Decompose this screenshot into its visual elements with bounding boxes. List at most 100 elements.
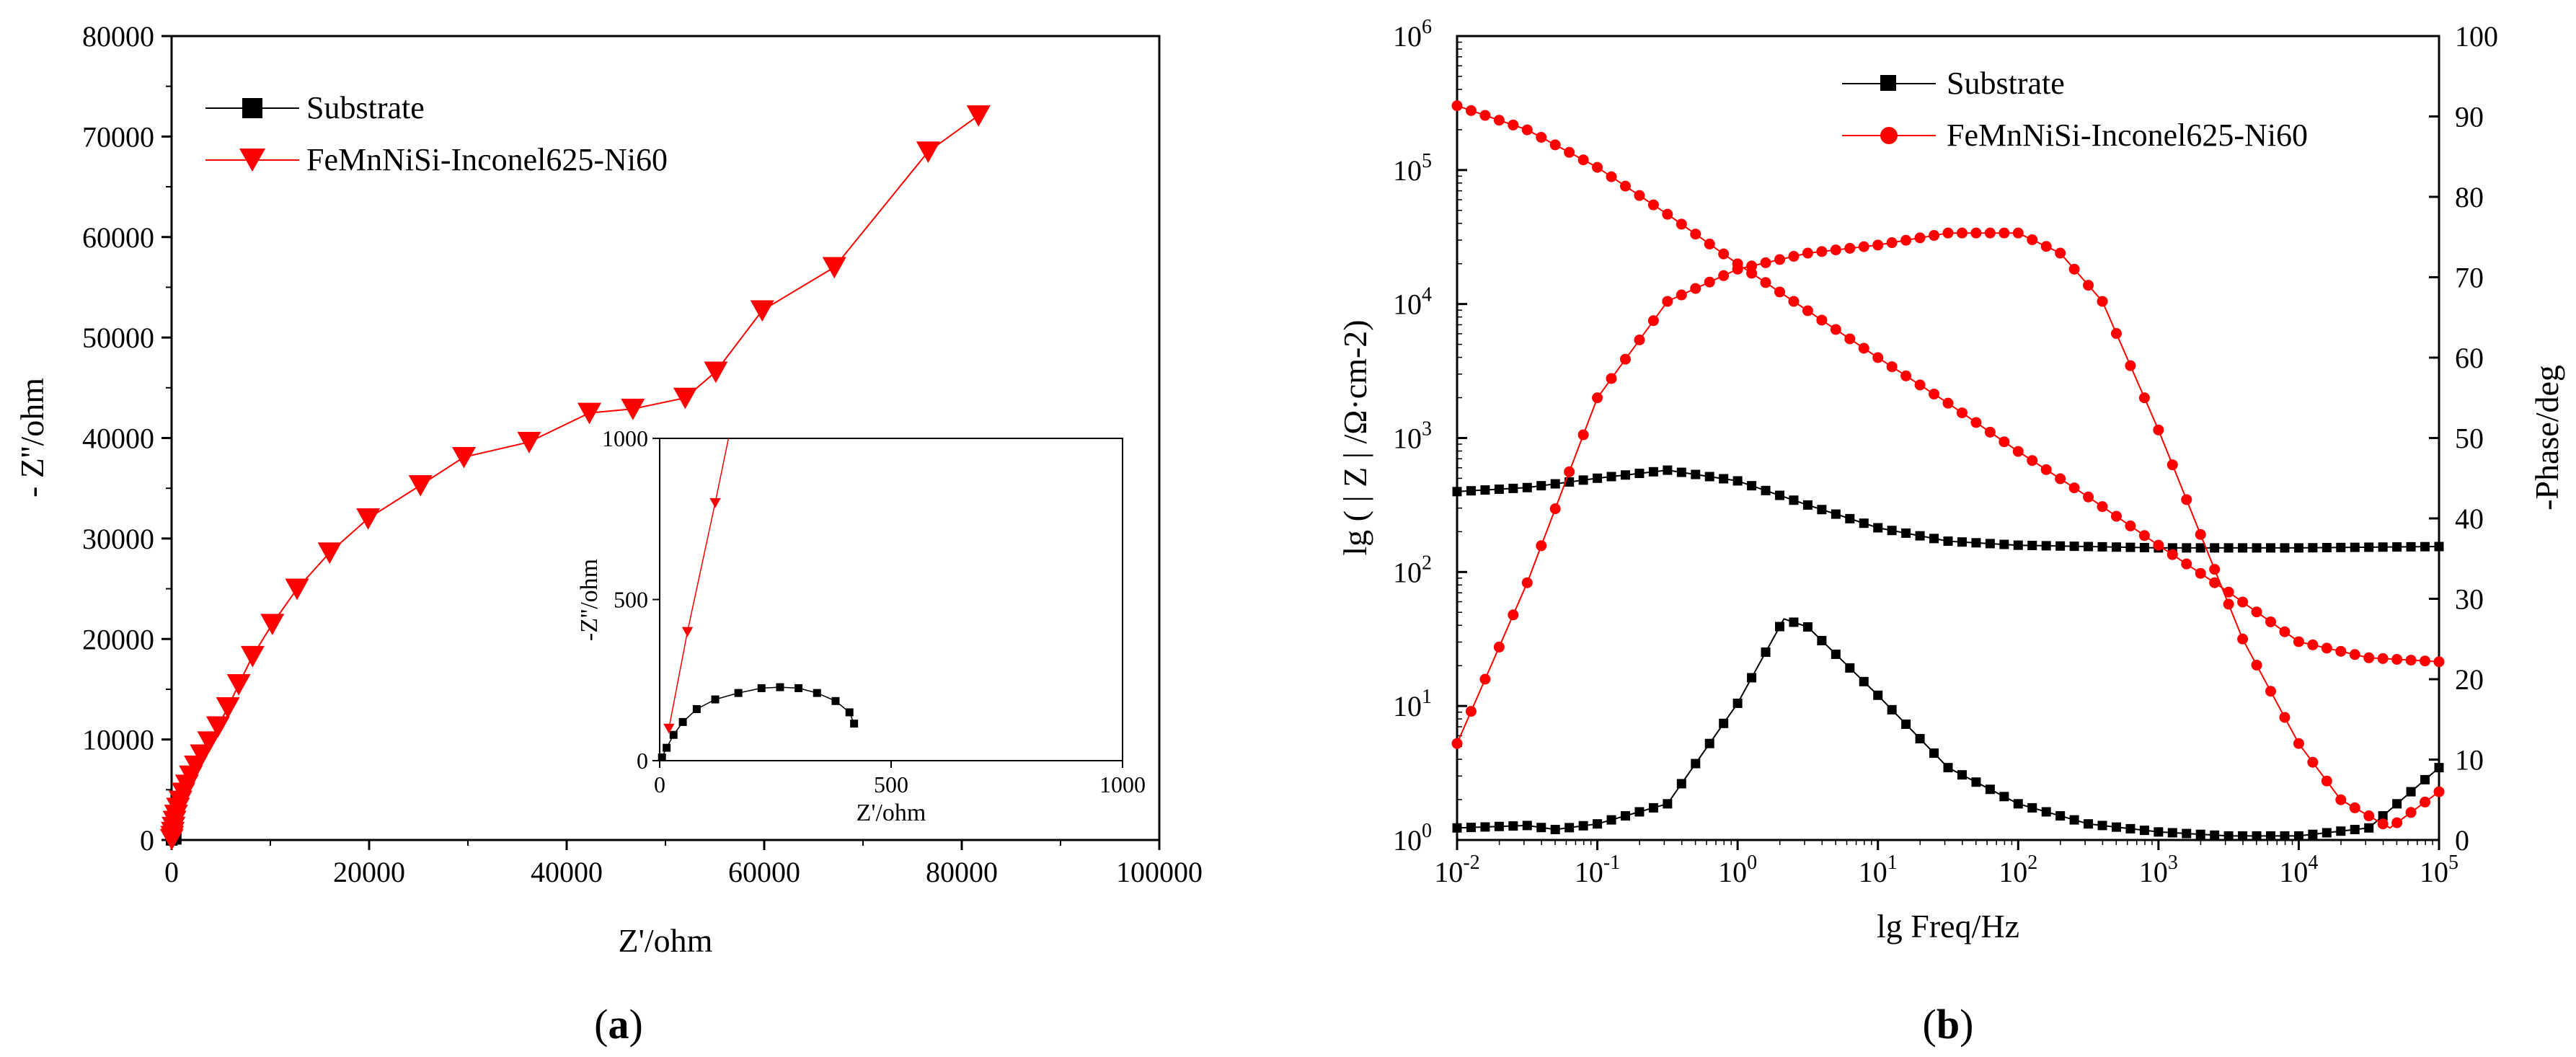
substrate-phase-point: [1802, 622, 1813, 632]
coating-phase-point: [1760, 257, 1771, 268]
y-tick-label: 20000: [82, 623, 154, 655]
coating-impedance-point: [1970, 417, 1982, 428]
substrate-impedance-point: [2069, 541, 2079, 552]
coating-phase-point: [1465, 706, 1477, 717]
y-tick-label: 40000: [82, 423, 154, 455]
x-tick-label: 20000: [333, 856, 405, 888]
coating-phase-point: [2110, 328, 2122, 340]
substrate-phase-point: [1732, 698, 1743, 708]
substrate-phase-point: [1522, 821, 1532, 831]
x-tick-label: 104: [2279, 852, 2318, 888]
substrate-impedance-point: [1873, 523, 1883, 533]
substrate-impedance-point: [2111, 542, 2121, 552]
coating-phase-point: [2349, 802, 2360, 813]
right-y-tick-label: 60: [2455, 342, 2484, 374]
substrate-phase-point: [2097, 821, 2107, 831]
coating-impedance-point: [1634, 190, 1645, 201]
y-tick-label: 50000: [82, 322, 154, 354]
coating-impedance-point: [2040, 464, 2052, 475]
substrate-impedance-point: [2097, 541, 2107, 552]
substrate-phase-point: [2013, 799, 2023, 809]
y-tick-label: 60000: [82, 221, 154, 254]
coating-nyquist-point: [750, 300, 774, 322]
substrate-phase-point: [1676, 779, 1686, 789]
coating-impedance-point: [1564, 146, 1575, 158]
substrate-phase-point: [2293, 831, 2303, 841]
substrate-phase-point: [1564, 823, 1575, 833]
coating-phase-point: [2307, 756, 2319, 768]
substrate-phase-point: [1943, 763, 1953, 773]
coating-impedance-point: [1816, 314, 1828, 326]
coating-impedance-point: [1999, 436, 2010, 448]
legend-b-substrate-label: Substrate: [1947, 66, 2065, 101]
substrate-phase-point: [2027, 802, 2037, 813]
y-tick-label: 70000: [82, 120, 154, 153]
coating-impedance-point: [1830, 324, 1841, 335]
coating-impedance-point: [1844, 333, 1856, 345]
substrate-impedance-point: [1999, 539, 2009, 549]
substrate-impedance-point: [1915, 531, 1925, 541]
left-y-tick-label: 103: [1393, 418, 1432, 455]
coating-nyquist-point: [452, 446, 477, 469]
coating-impedance-point: [1676, 218, 1687, 230]
coating-phase-point: [2433, 786, 2445, 797]
coating-impedance-point: [1914, 379, 1926, 391]
x-tick-label: 105: [2420, 852, 2458, 888]
substrate-phase-point: [1508, 821, 1518, 831]
coating-impedance-point: [2223, 586, 2234, 598]
coating-impedance-point: [1549, 139, 1561, 151]
inset-substrate-point: [734, 689, 743, 697]
coating-phase-point: [1970, 227, 1982, 239]
coating-phase-point: [1564, 466, 1575, 477]
coating-impedance-point: [2349, 649, 2360, 660]
substrate-impedance-point: [1494, 484, 1504, 494]
substrate-impedance-point: [1536, 481, 1546, 491]
x-tick-label: 101: [1859, 852, 1898, 888]
coating-phase-point: [2097, 296, 2108, 307]
coating-nyquist-point: [260, 614, 285, 636]
substrate-phase-point: [2195, 829, 2205, 839]
substrate-impedance-point: [1732, 476, 1743, 486]
right-y-tick-label: 10: [2455, 744, 2484, 777]
substrate-impedance-point: [2084, 541, 2094, 552]
coating-phase-point: [2279, 712, 2290, 723]
inset-x-tick-label: 1000: [1099, 771, 1146, 797]
substrate-phase-point: [1452, 823, 1462, 833]
inset-coating-line: [668, 438, 730, 729]
coating-impedance-point: [1858, 342, 1869, 354]
panel-b-x-axis-label: lg Freq/Hz: [1877, 908, 2019, 945]
substrate-impedance-point: [2055, 541, 2066, 551]
substrate-impedance-point: [1550, 479, 1560, 489]
coating-nyquist-point: [822, 257, 846, 279]
coating-phase-point: [1676, 289, 1687, 301]
coating-phase-point: [1999, 227, 2010, 239]
y-tick-label: 30000: [82, 523, 154, 555]
substrate-phase-point: [2252, 831, 2262, 841]
substrate-phase-point: [1817, 635, 1827, 645]
substrate-phase-point: [2069, 815, 2079, 825]
coating-impedance-point: [2110, 510, 2122, 522]
coating-nyquist-point: [216, 697, 240, 719]
coating-phase-point: [1634, 334, 1645, 345]
panel-a-y-axis-label: - Z''/ohm: [14, 378, 50, 497]
coating-nyquist-point: [408, 474, 433, 497]
coating-phase-point: [2138, 392, 2150, 404]
coating-impedance-point: [1872, 352, 1884, 363]
substrate-impedance-point: [2027, 541, 2037, 551]
inset-substrate-point: [692, 704, 701, 713]
substrate-phase-point: [1915, 734, 1925, 744]
coating-impedance-point: [1536, 131, 1547, 143]
legend-b-coating-label: FeMnNiSi-Inconel625-Ni60: [1947, 118, 2308, 153]
substrate-impedance-point: [1452, 487, 1462, 497]
coating-impedance-point: [1619, 180, 1631, 192]
substrate-phase-point: [1971, 777, 1981, 787]
panel-a: 0 20000 40000 60000 80000 100000 010000200003…: [14, 20, 1203, 1048]
substrate-impedance-point: [2392, 542, 2402, 552]
coating-impedance-point: [2293, 636, 2304, 647]
right-y-tick-label: 50: [2455, 423, 2484, 455]
substrate-impedance-point: [1775, 490, 1785, 500]
coating-impedance-point: [1647, 199, 1659, 211]
substrate-impedance-point: [1606, 472, 1616, 482]
legend-a-coating-label: FeMnNiSi-Inconel625-Ni60: [306, 142, 668, 177]
substrate-phase-point: [1620, 811, 1630, 821]
